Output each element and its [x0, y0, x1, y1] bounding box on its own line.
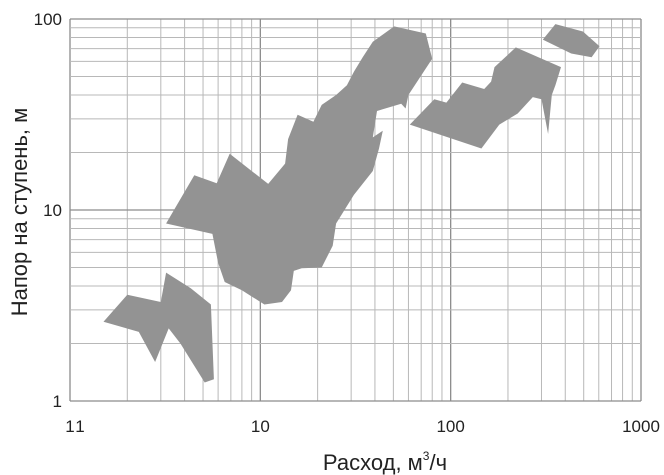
x-tick-label: 10 — [251, 417, 270, 436]
x-tick-label-extra: 1 — [75, 417, 84, 436]
x-axis-label-tail: /ч — [429, 450, 447, 475]
x-axis-label-superscript: 3 — [423, 449, 430, 463]
x-tick-label: 1000 — [622, 417, 660, 436]
x-axis-label-main: Расход, м — [323, 450, 423, 475]
region-4 — [542, 24, 600, 58]
region-3 — [409, 47, 561, 149]
operating-regions — [103, 24, 600, 383]
y-tick-label: 10 — [43, 201, 62, 220]
y-tick-label: 100 — [34, 10, 62, 29]
y-tick-label: 1 — [53, 392, 62, 411]
region-1 — [103, 272, 214, 383]
y-axis-label: Напор на ступень, м — [7, 108, 32, 317]
x-tick-label: 1 — [65, 417, 74, 436]
x-tick-labels: 1 10 100 1000 1 — [65, 417, 660, 436]
y-tick-labels: 1 10 100 — [34, 10, 62, 411]
region-2 — [166, 26, 433, 305]
x-tick-label: 100 — [436, 417, 464, 436]
x-axis-label: Расход, м3/ч — [323, 449, 447, 475]
